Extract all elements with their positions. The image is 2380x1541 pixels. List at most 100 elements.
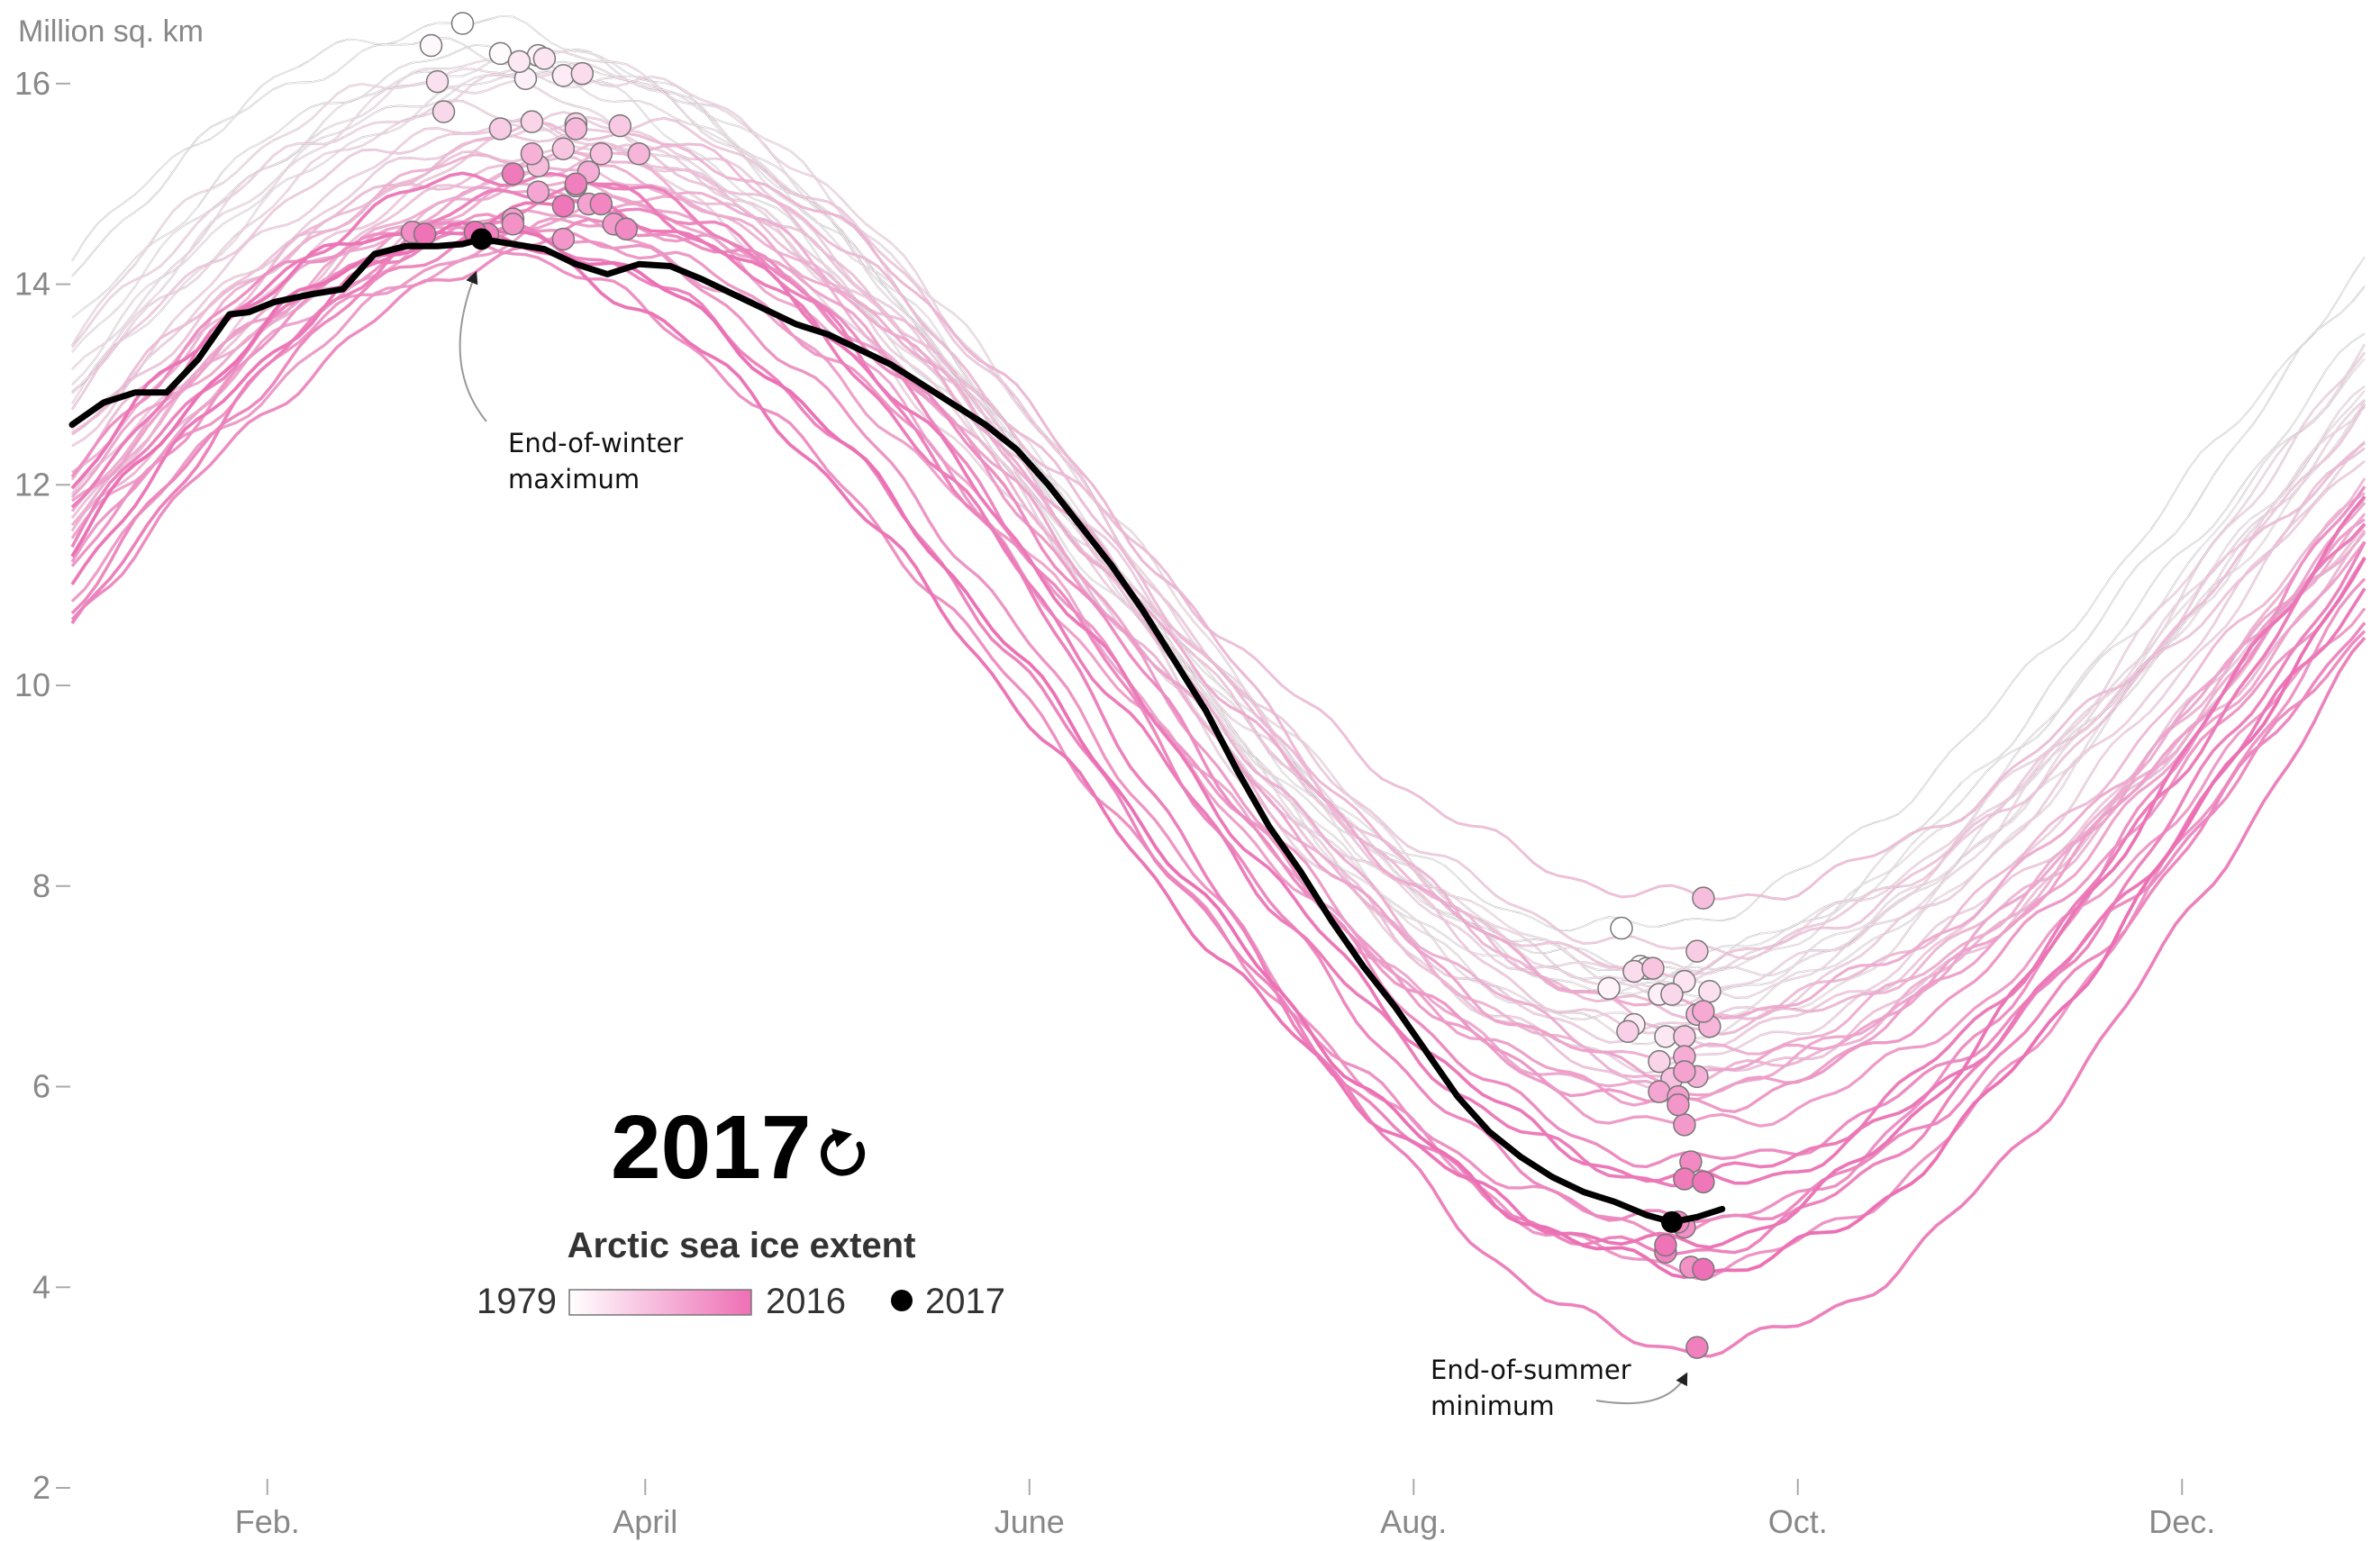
year-line-outline [71, 71, 2366, 975]
year-display: 2017 [611, 1097, 866, 1198]
y-tick-label: 4 [32, 1268, 50, 1305]
year-maximum-marker [520, 142, 544, 166]
year-maximum-marker [507, 50, 531, 74]
year-minimum-marker [1692, 886, 1715, 910]
year-maximum-marker [413, 222, 437, 246]
year-maximum-marker [520, 110, 544, 133]
year-line [70, 195, 2366, 1083]
year-line [71, 116, 2366, 1074]
year-maximum-marker [614, 217, 639, 241]
x-tick-label: Oct. [1768, 1503, 1828, 1540]
year-line [71, 179, 2366, 1020]
y-tick-label: 10 [14, 666, 50, 703]
year-minimum-marker [1685, 939, 1709, 963]
year-maximum-marker [501, 212, 525, 236]
year-line [70, 181, 2366, 1358]
year-line-outline [70, 171, 2366, 1188]
year-line-outline [70, 195, 2366, 1083]
year-maximum-marker [551, 227, 576, 251]
year-maximum-marker [589, 142, 613, 166]
year-maximum-marker [589, 192, 613, 216]
year-line-outline [71, 143, 2366, 980]
year-maximum-marker [551, 137, 576, 160]
legend-end-year: 2016 [766, 1282, 846, 1321]
year-line [70, 221, 2366, 1279]
year-line [70, 230, 2366, 1113]
year-line [71, 70, 2366, 998]
annotation-text: maximum [508, 464, 640, 494]
year-maximum-marker [570, 61, 595, 86]
annotations: End-of-winter maximum End-of-summer minimum [459, 270, 1688, 1421]
x-tick-label: Feb. [235, 1503, 300, 1540]
year-line [71, 121, 2366, 1020]
year-line [70, 171, 2366, 1188]
year-minimum-marker [1648, 1049, 1671, 1074]
year-maximum-marker [431, 100, 456, 123]
year-minimum-marker [1654, 1233, 1677, 1257]
year-minimum-marker [1597, 976, 1621, 1001]
y-tick-label: 2 [32, 1469, 50, 1506]
year-minimum-marker [1610, 916, 1633, 940]
year-minimum-marker [1673, 1113, 1696, 1137]
year-maximum-marker [450, 12, 475, 35]
legend: Arctic sea ice extent 1979 2016 2017 [477, 1226, 1005, 1321]
year-maximum-marker [564, 172, 588, 195]
y-tick-label: 12 [14, 466, 50, 503]
year-line [71, 49, 2366, 995]
year-minimum-marker [1685, 1336, 1709, 1359]
year-line [71, 80, 2366, 999]
year-minimum-marker [1667, 1092, 1690, 1117]
year-line [71, 155, 2366, 901]
x-tick-label: April [613, 1503, 677, 1540]
legend-start-year: 1979 [477, 1282, 557, 1321]
year-minimum-marker [1648, 1080, 1671, 1103]
y-axis: 2 4 6 8 10 12 14 16 [14, 65, 70, 1506]
y-tick-label: 8 [32, 867, 50, 904]
year-maximum-marker [501, 162, 525, 186]
current-year-label: 2017 [611, 1097, 811, 1198]
historical-extreme-markers [400, 12, 1721, 1359]
legend-current-year: 2017 [925, 1282, 1005, 1321]
year-minimum-marker [1698, 979, 1721, 1003]
year-line [71, 37, 2366, 977]
year-maximum-marker [526, 180, 550, 204]
year-line-outline [70, 221, 2366, 1280]
y-tick-label: 14 [14, 266, 50, 303]
year-minimum-marker [1641, 956, 1665, 980]
year-line [71, 72, 2366, 1030]
year-line-outline [70, 121, 2366, 1020]
annotation-arrow [459, 270, 487, 422]
year-line [71, 150, 2366, 1083]
year-minimum-marker [1616, 1020, 1640, 1044]
replay-icon[interactable] [821, 1129, 866, 1176]
year-minimum-marker [1622, 959, 1646, 984]
year-minimum-marker [1692, 1257, 1715, 1281]
year-minimum-marker [1673, 1060, 1696, 1083]
annotation-text: minimum [1431, 1391, 1555, 1421]
year-line-outline [70, 213, 2366, 1281]
annotation-arrow [1595, 1372, 1688, 1405]
historical-year-lines [70, 15, 2366, 1358]
year-maximum-marker [488, 117, 513, 141]
annotation-text: End-of-winter [508, 428, 683, 458]
year-line [71, 44, 2366, 972]
year-maximum-marker [551, 64, 576, 87]
legend-current-marker [891, 1290, 913, 1311]
current-year-maximum-marker [470, 228, 493, 250]
year-minimum-marker [1692, 1170, 1715, 1194]
year-line [71, 186, 2366, 1101]
year-maximum-marker [425, 69, 450, 94]
x-axis: Feb. April June Aug. Oct. Dec. [235, 1479, 2215, 1540]
x-tick-label: June [995, 1503, 1065, 1540]
legend-color-ramp [568, 1289, 752, 1316]
x-tick-label: Dec. [2148, 1503, 2215, 1540]
year-maximum-marker [608, 113, 632, 138]
year-maximum-marker [564, 117, 588, 141]
year-maximum-marker [532, 47, 557, 70]
year-line [71, 50, 2366, 984]
year-line-outline [71, 150, 2366, 1084]
annotation-text: End-of-summer [1431, 1355, 1631, 1385]
x-tick-label: Aug. [1380, 1503, 1447, 1540]
year-line [71, 217, 2366, 1128]
year-minimum-marker [1692, 1000, 1715, 1023]
